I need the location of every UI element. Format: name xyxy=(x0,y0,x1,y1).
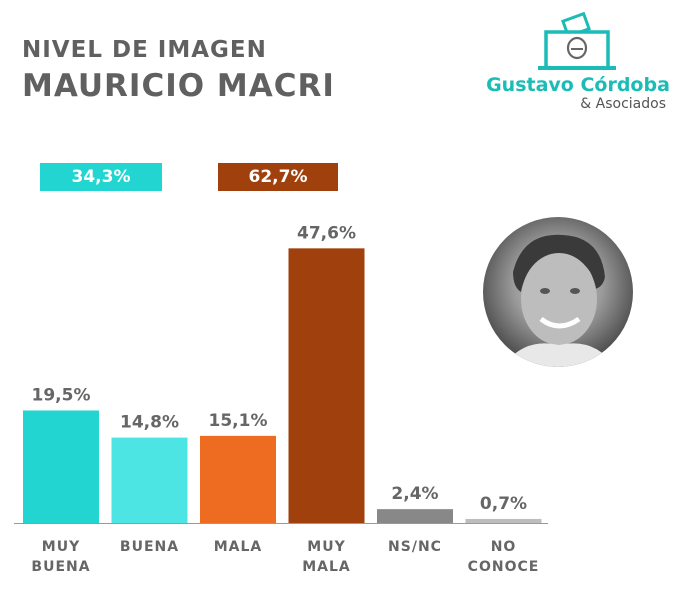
title-block: NIVEL DE IMAGEN MAURICIO MACRI xyxy=(22,36,335,106)
bar-5 xyxy=(465,518,542,523)
category-label-5-0: NO xyxy=(491,539,517,555)
value-label-0: 19,5% xyxy=(32,385,91,405)
category-label-3-0: MUY xyxy=(307,539,345,555)
ballot-box-icon xyxy=(538,12,616,70)
portrait-photo xyxy=(483,217,633,367)
category-label-4-0: NS/NC xyxy=(388,539,442,555)
bar-4 xyxy=(377,509,453,523)
positive-summary-badge: 34,3% xyxy=(40,163,162,191)
value-label-4: 2,4% xyxy=(391,484,438,504)
value-label-5: 0,7% xyxy=(480,494,527,514)
category-label-0-1: BUENA xyxy=(31,559,90,575)
category-label-3-1: MALA xyxy=(302,559,351,575)
negative-summary-badge: 62,7% xyxy=(218,163,338,191)
category-label-2-0: MALA xyxy=(214,539,263,555)
bar-3 xyxy=(288,248,365,523)
logo-name: Gustavo Córdoba xyxy=(486,74,670,96)
bar-0 xyxy=(23,410,99,523)
value-label-3: 47,6% xyxy=(297,223,356,243)
person-portrait-icon xyxy=(503,234,615,367)
logo-subtitle: & Asociados xyxy=(580,96,666,112)
brand-logo: Gustavo Córdoba & Asociados xyxy=(478,12,678,114)
page-title: MAURICIO MACRI xyxy=(22,68,335,104)
category-label-1-0: BUENA xyxy=(120,539,179,555)
category-label-5-1: CONOCE xyxy=(468,559,540,575)
bar-2 xyxy=(200,435,276,523)
value-label-1: 14,8% xyxy=(120,413,179,433)
bar-1 xyxy=(111,437,188,523)
page-subtitle: NIVEL DE IMAGEN xyxy=(22,37,267,63)
value-label-2: 15,1% xyxy=(209,411,268,431)
category-label-0-0: MUY xyxy=(42,539,80,555)
